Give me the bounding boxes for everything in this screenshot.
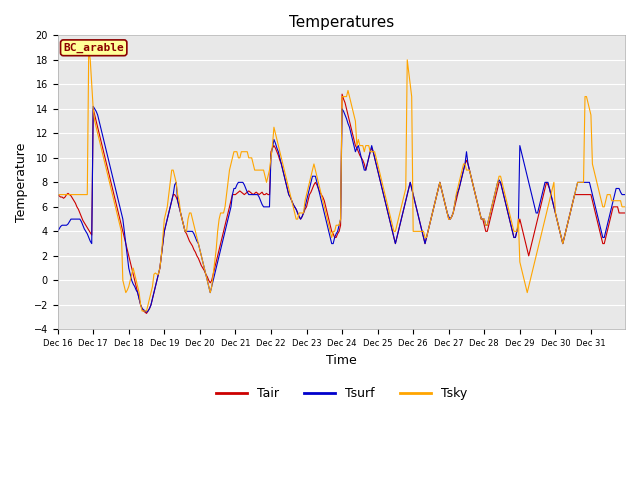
Title: Temperatures: Temperatures [289,15,394,30]
Text: BC_arable: BC_arable [63,43,124,53]
Y-axis label: Temperature: Temperature [15,143,28,222]
Legend: Tair, Tsurf, Tsky: Tair, Tsurf, Tsky [211,383,472,406]
X-axis label: Time: Time [326,354,356,367]
